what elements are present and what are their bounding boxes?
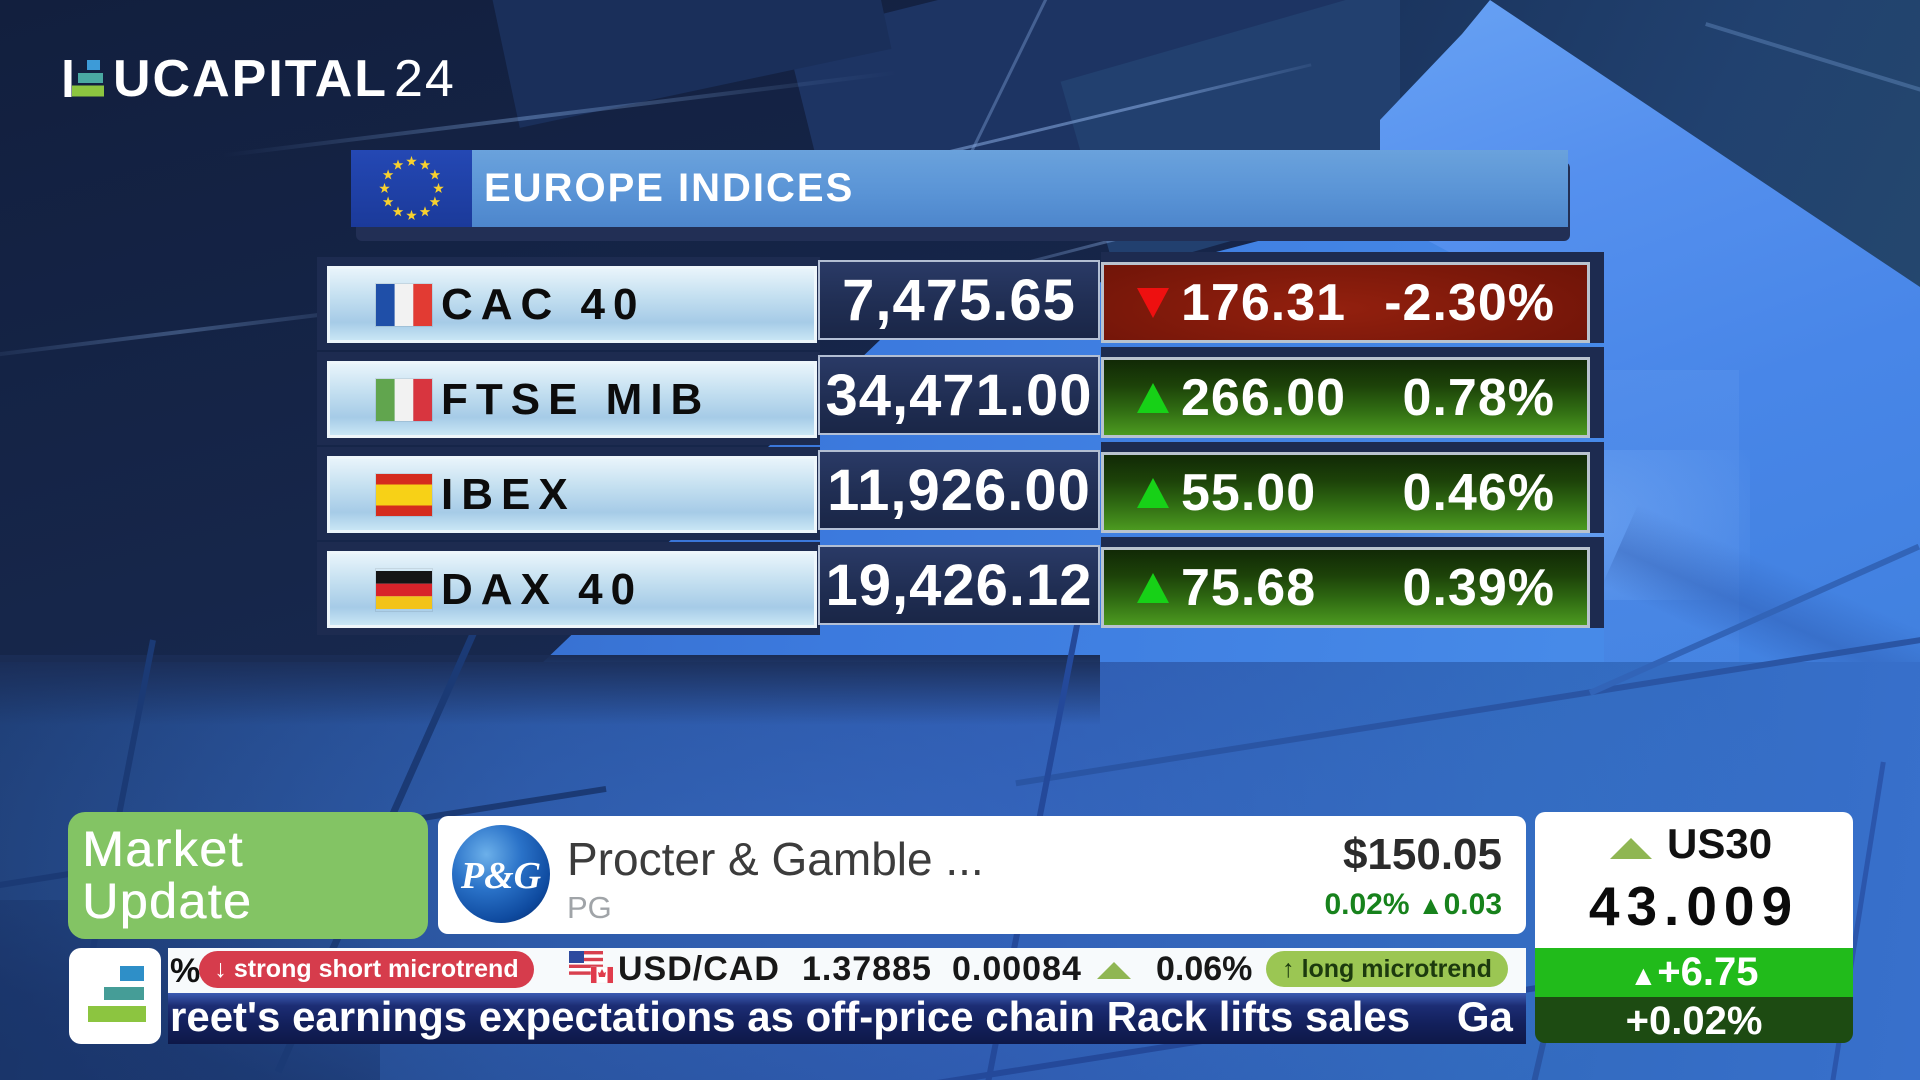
svg-text:P&G: P&G [460, 855, 542, 897]
